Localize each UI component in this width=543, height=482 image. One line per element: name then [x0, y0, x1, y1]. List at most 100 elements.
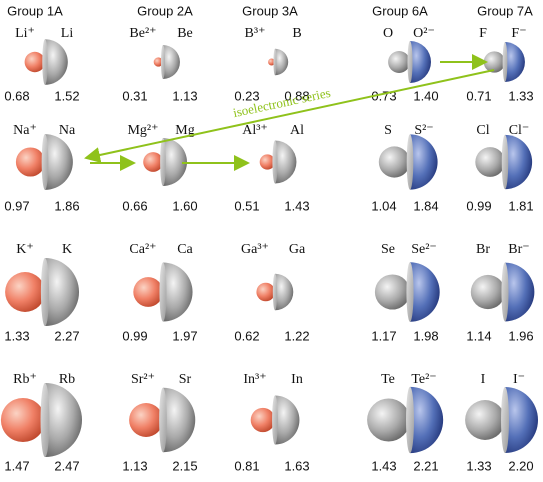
ion-label: In³⁺ [243, 372, 266, 387]
sphere-face [159, 262, 166, 321]
ion-label: Na⁺ [13, 123, 37, 138]
atom-sphere [163, 388, 195, 453]
atom-radius: 1.43 [284, 198, 309, 213]
group-header: Group 7A [477, 3, 533, 18]
ion-label: Sr²⁺ [131, 372, 155, 387]
ion-radius: 0.51 [234, 198, 259, 213]
sphere-face [501, 263, 508, 322]
ion-sphere [505, 387, 538, 453]
ion-sphere [5, 272, 45, 312]
sphere-face [272, 141, 277, 184]
ion-radius: 1.13 [122, 458, 147, 473]
atom-label: K [62, 242, 72, 257]
atom-radius: 1.60 [172, 198, 197, 213]
ion-label: O²⁻ [413, 26, 435, 41]
atom-label: Be [177, 26, 193, 41]
atom-sphere [45, 39, 68, 85]
atom-label: Ca [177, 242, 193, 257]
ion-radius: 1.33 [508, 88, 533, 103]
ion-radius: 0.31 [122, 88, 147, 103]
atom-radius: 1.63 [284, 458, 309, 473]
ion-label: F⁻ [511, 26, 526, 41]
atom-radius: 1.17 [371, 328, 396, 343]
group-header: Group 6A [372, 3, 428, 18]
atom-radius: 1.22 [284, 328, 309, 343]
atom-sphere [275, 141, 296, 184]
group-header: Group 1A [7, 3, 63, 18]
ion-label: Rb⁺ [13, 372, 37, 387]
ion-label: I⁻ [513, 372, 525, 387]
sphere-face [41, 258, 49, 326]
atom-sphere [475, 147, 505, 177]
atom-label: Li [61, 26, 74, 41]
atom-radius: 1.52 [54, 88, 79, 103]
sphere-face [42, 39, 47, 85]
atom-radius: 1.43 [371, 458, 396, 473]
ion-sphere [143, 152, 163, 172]
atom-radius: 2.27 [54, 328, 79, 343]
ion-radius: 1.98 [413, 328, 438, 343]
ion-label: Br⁻ [508, 242, 529, 257]
ion-sphere [1, 398, 45, 442]
arrow [86, 70, 494, 158]
ion-label: Cl⁻ [509, 123, 530, 138]
ion-sphere [410, 41, 431, 83]
ion-radius: 1.81 [508, 198, 533, 213]
ion-sphere [410, 134, 438, 189]
atom-radius: 2.15 [172, 458, 197, 473]
atom-label: Rb [59, 372, 75, 387]
atom-radius: 1.14 [466, 328, 491, 343]
sphere-face [42, 134, 49, 190]
atom-sphere [275, 396, 299, 445]
atom-sphere [379, 146, 410, 177]
sphere-face [161, 45, 165, 79]
ion-label: Li⁺ [15, 26, 35, 41]
atom-label: In [291, 372, 303, 387]
ion-label: B³⁺ [245, 26, 266, 41]
ion-sphere [505, 135, 532, 189]
ion-radius: 0.68 [4, 88, 29, 103]
atom-label: Ga [289, 242, 306, 257]
ion-radius: 0.62 [234, 328, 259, 343]
group-header: Group 3A [242, 3, 298, 18]
atom-radius: 1.33 [466, 458, 491, 473]
ion-radius: 1.40 [413, 88, 438, 103]
atom-sphere [45, 134, 73, 190]
sphere-face [273, 49, 276, 75]
ion-radius: 1.33 [4, 328, 29, 343]
atom-radius: 1.04 [371, 198, 396, 213]
atom-sphere [388, 51, 410, 73]
atom-label: I [481, 372, 486, 387]
atom-sphere [45, 383, 82, 457]
sphere-face [273, 274, 277, 311]
ion-radius: 0.99 [122, 328, 147, 343]
ion-sphere [133, 277, 163, 307]
atom-sphere [465, 400, 505, 440]
ion-label: Al³⁺ [242, 123, 268, 138]
sphere-face [503, 42, 508, 82]
sphere-face [501, 387, 509, 453]
ion-sphere [410, 387, 443, 453]
atom-label: Cl [476, 123, 489, 138]
atom-radius: 1.13 [172, 88, 197, 103]
ion-label: S²⁻ [414, 123, 433, 138]
ion-sphere [410, 262, 440, 321]
atom-radius: 0.71 [466, 88, 491, 103]
atom-sphere [275, 274, 293, 311]
ion-label: Ca²⁺ [129, 242, 156, 257]
sphere-face [160, 138, 166, 186]
atom-label: Se [381, 242, 395, 257]
atom-sphere [367, 399, 410, 442]
atom-label: Te [381, 372, 395, 387]
ion-radius: 1.47 [4, 458, 29, 473]
ion-radius: 0.66 [122, 198, 147, 213]
ion-label: Mg²⁺ [127, 123, 158, 138]
atom-radius: 1.97 [172, 328, 197, 343]
sphere-face [41, 383, 50, 457]
atom-label: F [479, 26, 487, 41]
sphere-face [406, 387, 414, 453]
atom-label: Na [59, 123, 76, 138]
sphere-face [407, 134, 414, 189]
ion-label: Te²⁻ [411, 372, 436, 387]
